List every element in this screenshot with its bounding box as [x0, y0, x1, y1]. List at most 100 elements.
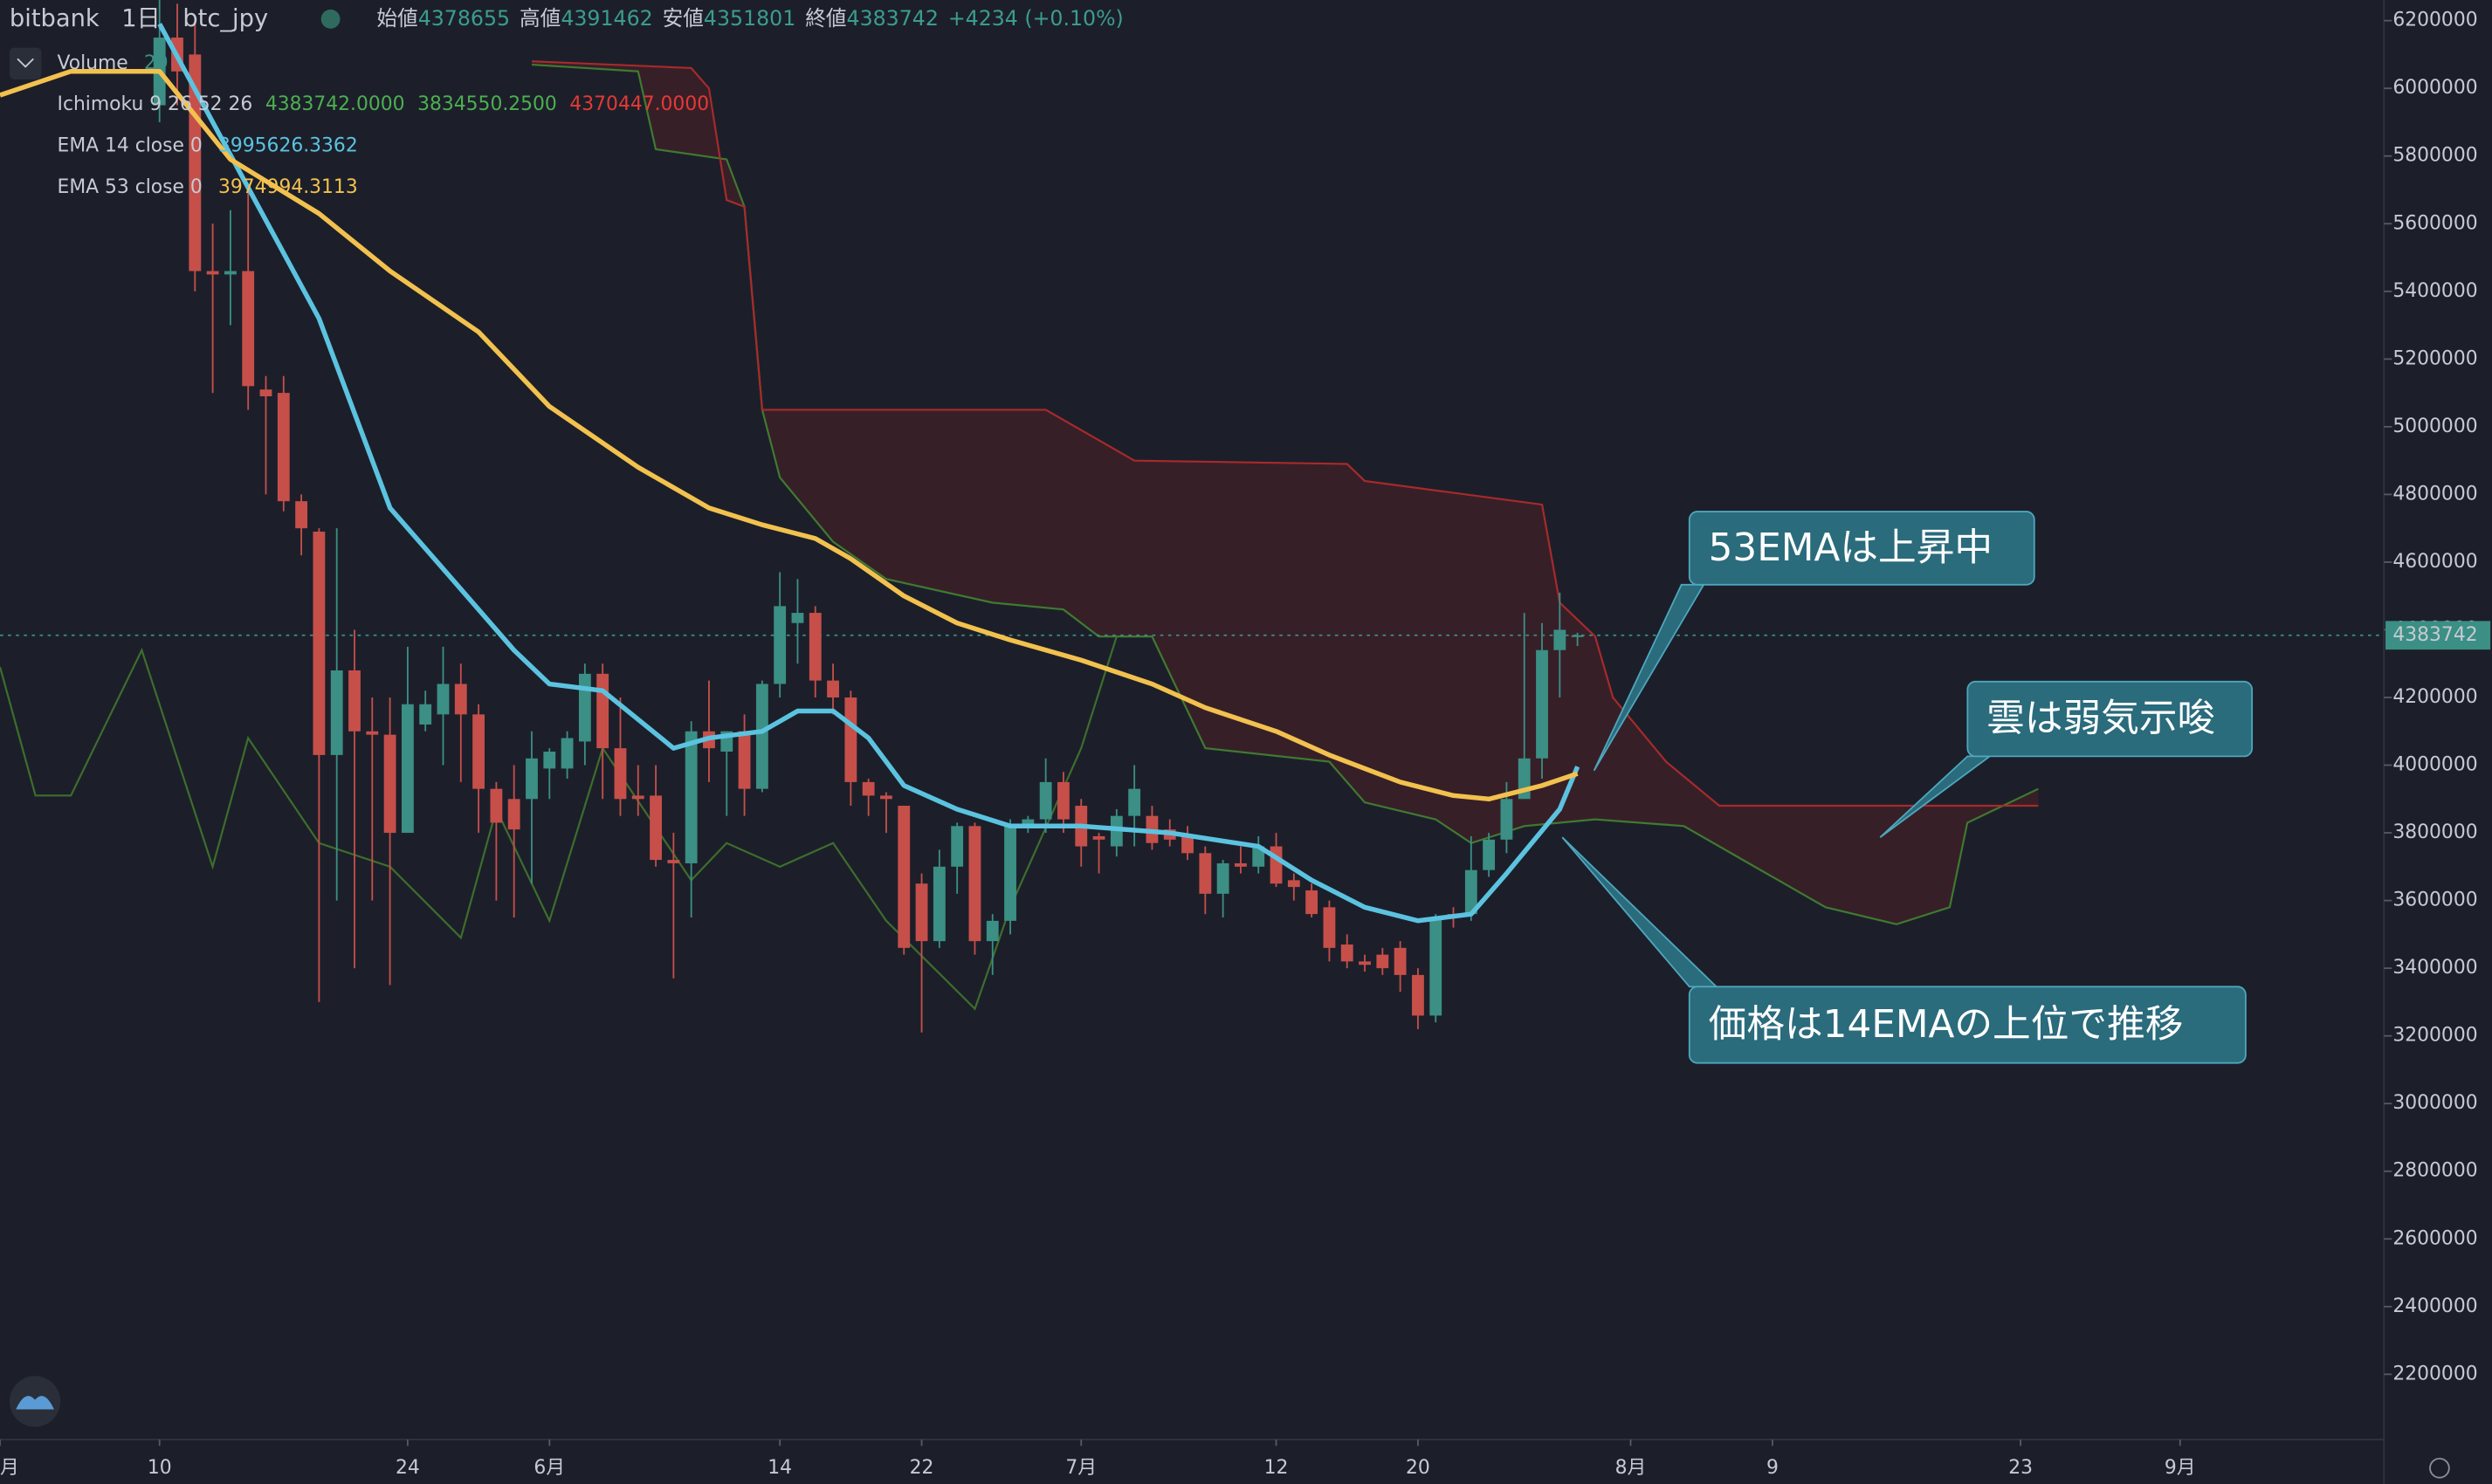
legend-row: EMA 14 close 0 3995626.3362: [58, 134, 358, 156]
y-tick-label: 4600000: [2392, 551, 2477, 573]
ohlc-value: 4391462: [561, 5, 652, 30]
candle-body: [880, 795, 892, 800]
callout-box: [1688, 986, 2247, 1064]
candle-body: [1004, 826, 1016, 921]
candle-body: [383, 734, 396, 834]
candle-body: [1199, 853, 1212, 894]
candle-body: [915, 883, 928, 942]
y-tick-label: 5600000: [2392, 212, 2477, 234]
y-tick-label: 3800000: [2392, 821, 2477, 843]
candle-body: [1287, 880, 1300, 888]
candle-body: [1092, 835, 1105, 840]
callout-box: [1688, 511, 2035, 586]
candle-body: [259, 389, 272, 396]
candle-body: [1270, 846, 1283, 884]
y-tick-label: 4200000: [2392, 686, 2477, 708]
y-tick-label: 3600000: [2392, 890, 2477, 911]
x-tick-label: 9月: [2165, 1457, 2196, 1479]
collapse-button[interactable]: [9, 47, 42, 80]
candle-body: [1553, 629, 1566, 650]
candle-body: [951, 826, 964, 867]
candle-body: [774, 606, 787, 684]
x-tick-label: 月: [0, 1457, 19, 1479]
candle-body: [1394, 947, 1407, 975]
legend-value: 29: [144, 52, 169, 74]
candle-body: [1429, 917, 1442, 1016]
y-tick-label: 5800000: [2392, 145, 2477, 167]
candle-body: [1252, 846, 1265, 867]
legend-name: Ichimoku 9 26 52 26: [58, 93, 253, 115]
ohlc-label: 安値: [663, 5, 704, 30]
y-tick-label: 3400000: [2392, 957, 2477, 979]
candle-body: [827, 680, 839, 697]
candle-body: [1039, 781, 1052, 820]
candle-body: [313, 532, 326, 755]
ichimoku-cloud: [531, 61, 2039, 924]
y-tick-label: 4000000: [2392, 754, 2477, 776]
candle-body: [1057, 781, 1070, 820]
chevron: [17, 58, 34, 68]
legend-row: Ichimoku 9 26 52 26 4383742.0000 3834550.2…: [58, 93, 710, 115]
interval: 1日: [121, 4, 161, 31]
ema-line: [157, 23, 1580, 924]
candle-body: [898, 806, 911, 948]
y-tick-label: 5400000: [2392, 280, 2477, 302]
candle-body: [437, 684, 450, 715]
settings-icon[interactable]: [2429, 1457, 2450, 1479]
candle-body: [1359, 961, 1371, 965]
y-tick-label: 5000000: [2392, 416, 2477, 437]
candle-body: [490, 788, 503, 823]
x-tick-label: 6月: [534, 1457, 565, 1479]
legend-value: 4383742.0000: [265, 93, 405, 115]
candle-body: [366, 731, 379, 735]
candle-body: [933, 866, 946, 942]
candle-body: [1536, 649, 1548, 759]
x-tick-label: 12: [1264, 1457, 1289, 1479]
candle-body: [1216, 862, 1229, 894]
ichimoku-span-b: [531, 60, 2039, 807]
y-tick-label: 2400000: [2392, 1295, 2477, 1317]
x-tick-label: 10: [148, 1457, 172, 1479]
header: bitbank 1日 btc_jpy: [10, 4, 268, 31]
candle-body: [1412, 974, 1424, 1016]
candle-body: [1128, 788, 1141, 816]
candle-body: [791, 613, 804, 623]
legend-value: 4370447.0000: [569, 93, 709, 115]
pair: btc_jpy: [182, 4, 268, 31]
candle-body: [526, 758, 538, 800]
candle-body: [1022, 819, 1035, 827]
candle-body: [631, 795, 644, 800]
x-tick-label: 24: [396, 1457, 420, 1479]
symbol: bitbank: [10, 4, 100, 31]
legend-row: Volume 29: [58, 52, 169, 74]
candle-body: [650, 795, 662, 861]
candle-body: [986, 920, 999, 942]
candle-body: [1464, 869, 1477, 915]
candle-body: [614, 748, 627, 800]
candle-body: [667, 860, 680, 863]
x-tick-label: 8月: [1615, 1457, 1647, 1479]
candle-body: [348, 670, 361, 732]
overlay: bitbank 1日 btc_jpy 始値4378655 高値4391462 安値435…: [9, 4, 2450, 1479]
x-tick-label: 22: [910, 1457, 934, 1479]
legend-name: EMA 14 close 0: [58, 134, 203, 156]
x-tick-label: 14: [768, 1457, 792, 1479]
candle-body: [1376, 954, 1389, 969]
y-tick-label: 5200000: [2392, 347, 2477, 369]
current-price-tag: [2385, 621, 2491, 650]
candle-body: [206, 271, 219, 275]
legend-name: Volume: [58, 52, 128, 74]
x-tick-label: 23: [2008, 1457, 2033, 1479]
status-dot: [320, 9, 341, 29]
candle-body: [330, 670, 343, 755]
candle-body: [1181, 835, 1194, 854]
candle-body: [968, 826, 981, 942]
candle-body: [277, 393, 290, 502]
candle-body: [596, 673, 609, 749]
candle-body: [1340, 944, 1353, 962]
candle-body: [844, 697, 857, 782]
ema-line: [0, 68, 1579, 802]
candle-body: [507, 799, 520, 830]
callout-text: 53EMAは上昇中: [1709, 526, 1993, 570]
